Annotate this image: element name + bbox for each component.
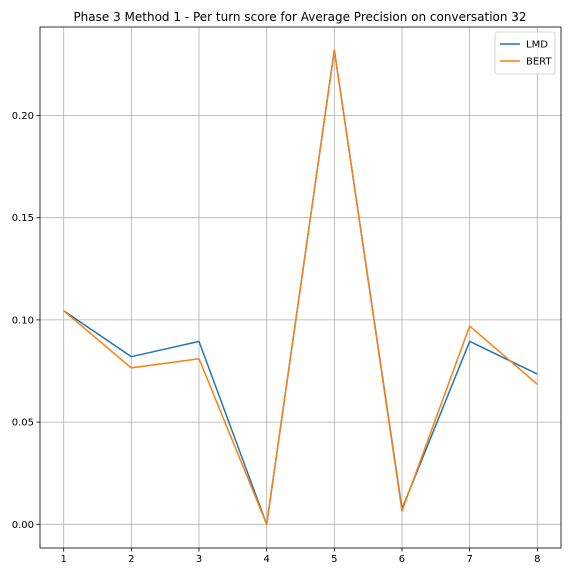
y-tick-label: 0.00 [12,520,34,531]
legend-label-lmd: LMD [526,40,548,51]
y-tick-label: 0.05 [12,418,34,429]
x-tick-label: 8 [534,554,540,565]
series-line-bert [63,49,538,526]
x-tick-label: 7 [466,554,472,565]
x-tick-label: 5 [331,554,337,565]
legend-label-bert: BERT [526,57,552,68]
x-tick-label: 3 [196,554,202,565]
x-tick-label: 2 [128,554,134,565]
legend-box [494,31,556,75]
plot-frame [39,26,562,549]
legend: LMD BERT [494,31,556,75]
x-tick-label: 1 [60,554,66,565]
x-tick-label: 4 [263,554,269,565]
axis-ticks: 1 2 3 4 5 6 7 8 0.00 0.05 0.10 0.15 0.20 [12,111,541,565]
x-tick-label: 6 [399,554,405,565]
grid [40,27,561,548]
chart-title: Phase 3 Method 1 - Per turn score for Av… [73,10,526,24]
y-tick-label: 0.10 [12,315,34,326]
y-tick-label: 0.20 [12,111,34,122]
series-lines [63,49,538,526]
y-tick-label: 0.15 [12,213,34,224]
